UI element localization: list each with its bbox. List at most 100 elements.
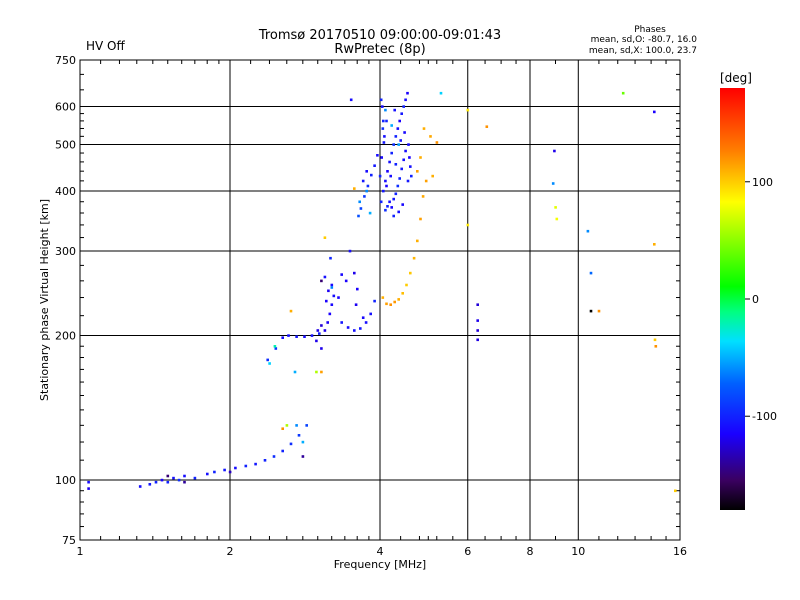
echo-point bbox=[356, 287, 359, 291]
echo-point bbox=[310, 334, 314, 337]
echo-point bbox=[553, 149, 556, 153]
y-axis-label: Stationary phase Virtual Height [km] bbox=[38, 199, 51, 401]
y-tick-label: 500 bbox=[55, 139, 76, 152]
echo-point bbox=[399, 139, 402, 142]
echo-point bbox=[206, 472, 209, 476]
echo-point bbox=[392, 214, 395, 218]
echo-point bbox=[412, 256, 416, 260]
echo-point bbox=[329, 256, 332, 260]
echo-point bbox=[138, 485, 142, 488]
echo-point bbox=[330, 283, 334, 287]
echo-point bbox=[369, 312, 372, 316]
x-tick-label: 8 bbox=[527, 545, 534, 558]
echo-point bbox=[485, 125, 489, 128]
echo-point bbox=[476, 338, 479, 342]
echo-point bbox=[266, 358, 269, 362]
y-tick-label: 100 bbox=[55, 474, 76, 487]
echo-point bbox=[400, 167, 403, 171]
echo-point bbox=[346, 326, 350, 329]
echo-point bbox=[281, 336, 284, 339]
echo-point bbox=[281, 449, 284, 453]
echo-point bbox=[295, 424, 298, 427]
echo-point bbox=[330, 286, 334, 289]
echo-point bbox=[390, 151, 393, 155]
echo-point bbox=[384, 208, 387, 212]
echo-point bbox=[386, 170, 389, 173]
echo-point bbox=[589, 309, 593, 313]
echo-point bbox=[368, 211, 372, 215]
echo-point bbox=[320, 370, 323, 374]
echo-point bbox=[228, 470, 232, 474]
echo-point bbox=[476, 319, 479, 322]
echo-point bbox=[394, 163, 398, 166]
colorbar-ticks: 100 0 -100 bbox=[745, 176, 777, 423]
echo-point bbox=[398, 119, 401, 123]
echo-point bbox=[394, 135, 398, 138]
echo-point bbox=[476, 329, 479, 332]
echo-point bbox=[305, 424, 308, 427]
echo-point bbox=[349, 98, 353, 102]
echo-point bbox=[401, 292, 404, 295]
echo-point bbox=[407, 143, 410, 146]
echo-point bbox=[419, 217, 422, 221]
x-tick-label: 16 bbox=[673, 545, 687, 558]
echo-point bbox=[285, 424, 289, 427]
echo-point bbox=[326, 321, 329, 324]
echo-point bbox=[402, 158, 405, 162]
echo-point bbox=[166, 474, 170, 478]
echo-point bbox=[597, 309, 601, 313]
echo-point bbox=[357, 214, 360, 218]
echo-point bbox=[166, 480, 170, 484]
echo-point bbox=[393, 300, 396, 304]
echo-point bbox=[303, 335, 306, 338]
y-tick-label: 75 bbox=[62, 534, 76, 547]
echo-point bbox=[476, 303, 479, 306]
echo-point bbox=[397, 210, 400, 214]
echo-point bbox=[410, 174, 413, 178]
echo-point bbox=[424, 179, 428, 183]
echo-point bbox=[394, 192, 398, 196]
echo-point bbox=[382, 119, 385, 123]
echo-point bbox=[87, 487, 90, 490]
x-tick-label: 1 bbox=[77, 545, 84, 558]
x-tick-label: 2 bbox=[227, 545, 234, 558]
echo-point bbox=[406, 179, 410, 183]
echo-point bbox=[289, 442, 293, 446]
echo-point bbox=[295, 335, 298, 338]
echo-point bbox=[396, 184, 400, 188]
echo-point bbox=[422, 127, 426, 130]
echo-point bbox=[332, 294, 336, 298]
echo-point bbox=[419, 156, 422, 159]
echo-point bbox=[315, 370, 318, 374]
echo-point bbox=[404, 98, 407, 102]
echo-point bbox=[365, 189, 368, 193]
echo-point bbox=[380, 156, 383, 159]
echo-point bbox=[401, 203, 404, 206]
echo-point bbox=[397, 143, 400, 146]
echo-point bbox=[213, 470, 216, 474]
echo-point bbox=[323, 236, 327, 239]
grid bbox=[80, 60, 680, 540]
colorbar-tick-label: -100 bbox=[752, 410, 777, 423]
chart-subtitle: RwPretec (8p) bbox=[334, 42, 425, 57]
echo-point bbox=[315, 339, 318, 343]
echo-point bbox=[268, 362, 271, 365]
echo-point bbox=[148, 483, 152, 486]
echo-point bbox=[435, 141, 439, 144]
echo-point bbox=[358, 200, 361, 204]
echo-point bbox=[274, 347, 278, 350]
echo-point bbox=[330, 303, 334, 306]
echo-point bbox=[421, 195, 425, 198]
echo-point bbox=[273, 345, 277, 348]
echo-point bbox=[293, 370, 297, 374]
echo-point bbox=[409, 165, 412, 168]
echo-point bbox=[320, 324, 323, 327]
echo-point bbox=[87, 480, 90, 484]
echo-point bbox=[376, 154, 379, 157]
axis-ticks: 1 2 4 6 8 10 16 75 100 200 300 400 500 600 750 bbox=[55, 54, 687, 558]
echo-point bbox=[385, 184, 388, 188]
echo-point bbox=[386, 205, 389, 208]
echo-point bbox=[431, 174, 434, 178]
echo-point bbox=[373, 164, 376, 167]
colorbar-label: [deg] bbox=[720, 71, 752, 85]
